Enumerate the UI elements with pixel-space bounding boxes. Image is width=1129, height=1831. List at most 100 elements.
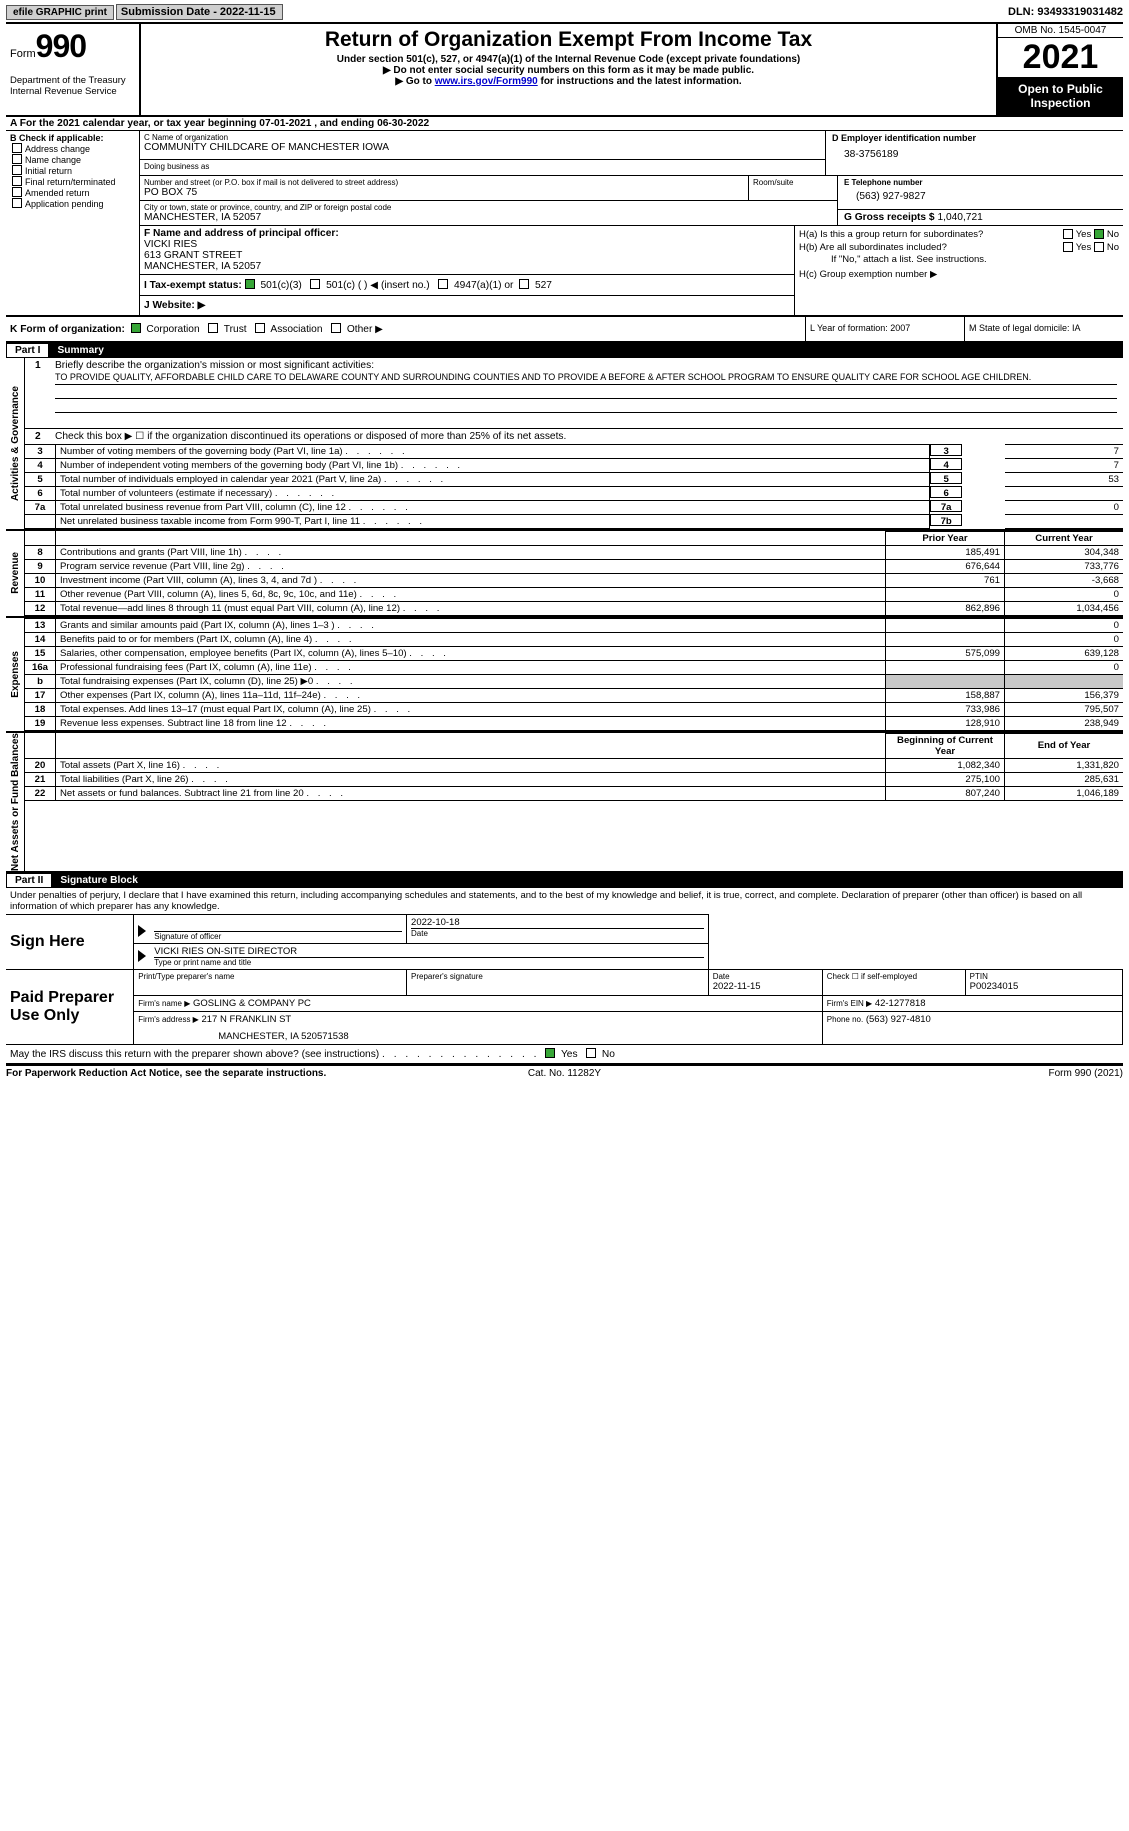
- row-a-tax-year: A For the 2021 calendar year, or tax yea…: [6, 117, 1123, 131]
- ha-no[interactable]: [1094, 229, 1104, 239]
- form-word: Form: [10, 48, 36, 60]
- org-name: COMMUNITY CHILDCARE OF MANCHESTER IOWA: [144, 142, 821, 153]
- dln-label: DLN: 93493319031482: [1008, 6, 1123, 18]
- irs-link[interactable]: www.irs.gov/Form990: [435, 76, 538, 87]
- side-expenses: Expenses: [6, 618, 25, 731]
- sign-here-label: Sign Here: [6, 914, 134, 969]
- chk-527[interactable]: [519, 279, 529, 289]
- k-row: K Form of organization: Corporation Trus…: [6, 317, 1123, 343]
- ha-yes[interactable]: [1063, 229, 1073, 239]
- k-label: K Form of organization:: [10, 324, 125, 335]
- k-trust: Trust: [224, 324, 247, 335]
- firm-addr2: MANCHESTER, IA 520571538: [138, 1025, 818, 1042]
- firm-phone-label: Phone no.: [827, 1015, 863, 1024]
- table-netassets: Beginning of Current YearEnd of Year20To…: [25, 733, 1123, 801]
- k-assoc: Association: [270, 324, 322, 335]
- chk-final[interactable]: [12, 176, 22, 186]
- opt-amended: Amended return: [25, 188, 90, 198]
- form-title: Return of Organization Exempt From Incom…: [147, 28, 990, 52]
- sig-date-value: 2022-10-18: [411, 917, 704, 928]
- may-yes-lab: Yes: [561, 1049, 578, 1060]
- dba-label: Doing business as: [140, 159, 825, 173]
- d-label: D Employer identification number: [832, 133, 1117, 143]
- f-label: F Name and address of principal officer:: [144, 228, 790, 239]
- hb-yes[interactable]: [1063, 242, 1073, 252]
- may-irs-yes[interactable]: [545, 1048, 555, 1058]
- part1-title: Summary: [57, 344, 103, 357]
- footer-right: Form 990 (2021): [751, 1068, 1123, 1079]
- street-value: PO BOX 75: [144, 187, 744, 198]
- tel-value: (563) 927-9827: [844, 187, 1117, 202]
- ptin-value: P00234015: [970, 981, 1118, 992]
- chk-name-change[interactable]: [12, 154, 22, 164]
- chk-501c[interactable]: [310, 279, 320, 289]
- line2-text: Check this box ▶ ☐ if the organization d…: [55, 431, 566, 442]
- arrow-icon-2: [138, 950, 146, 962]
- part2-num: Part II: [6, 873, 52, 888]
- submission-date-button[interactable]: Submission Date - 2022-11-15: [116, 4, 283, 20]
- chk-corp[interactable]: [131, 323, 141, 333]
- prep-date-label: Date: [713, 972, 818, 981]
- part1-num: Part I: [6, 343, 49, 358]
- opt-name: Name change: [25, 155, 81, 165]
- room-label: Room/suite: [748, 176, 837, 200]
- e-label: E Telephone number: [844, 178, 1117, 187]
- form-header: Form990 Department of the Treasury Inter…: [6, 24, 1123, 117]
- irs-label: Internal Revenue Service: [10, 86, 135, 97]
- hb-yes-lab: Yes: [1076, 242, 1092, 253]
- b-label: B Check if applicable:: [10, 133, 135, 143]
- goto-prefix: ▶ Go to: [395, 76, 434, 87]
- side-revenue: Revenue: [6, 531, 25, 616]
- footer-left: For Paperwork Reduction Act Notice, see …: [6, 1068, 378, 1079]
- chk-app-pending[interactable]: [12, 198, 22, 208]
- chk-other[interactable]: [331, 323, 341, 333]
- open-inspection: Open to Public Inspection: [998, 78, 1123, 115]
- subtitle-1: Under section 501(c), 527, or 4947(a)(1)…: [147, 54, 990, 65]
- i-block: I Tax-exempt status: 501(c)(3) 501(c) ( …: [140, 275, 794, 296]
- efile-button[interactable]: efile GRAPHIC print: [6, 5, 114, 20]
- k-other: Other ▶: [347, 324, 383, 335]
- hb-no[interactable]: [1094, 242, 1104, 252]
- chk-address-change[interactable]: [12, 143, 22, 153]
- paid-preparer-label: Paid Preparer Use Only: [6, 969, 134, 1044]
- part2-title: Signature Block: [60, 874, 138, 887]
- chk-amended[interactable]: [12, 187, 22, 197]
- chk-assoc[interactable]: [255, 323, 265, 333]
- mission-text: TO PROVIDE QUALITY, AFFORDABLE CHILD CAR…: [55, 371, 1117, 385]
- m-state: M State of legal domicile: IA: [964, 317, 1123, 341]
- hb-no-lab: No: [1107, 242, 1119, 253]
- form-number: 990: [36, 28, 86, 64]
- tax-year: 2021: [998, 38, 1123, 78]
- hb-label: H(b) Are all subordinates included?: [799, 242, 1063, 253]
- chk-4947[interactable]: [438, 279, 448, 289]
- chk-501c3[interactable]: [245, 279, 255, 289]
- typed-name: VICKI RIES ON-SITE DIRECTOR: [154, 946, 703, 957]
- i-501c3: 501(c)(3): [260, 280, 301, 291]
- prep-sig-label: Preparer's signature: [411, 972, 704, 981]
- section-b: B Check if applicable: Address change Na…: [6, 131, 140, 315]
- i-501c: 501(c) ( ) ◀ (insert no.): [326, 280, 430, 291]
- omb-label: OMB No. 1545-0047: [998, 24, 1123, 38]
- subtitle-2: ▶ Do not enter social security numbers o…: [147, 65, 990, 76]
- city-label: City or town, state or province, country…: [144, 203, 833, 212]
- footer-center: Cat. No. 11282Y: [378, 1068, 750, 1079]
- ein-value: 38-3756189: [832, 143, 1117, 160]
- chk-trust[interactable]: [208, 323, 218, 333]
- goto-suffix: for instructions and the latest informat…: [538, 76, 742, 87]
- firm-addr-label: Firm's address ▶: [138, 1015, 199, 1024]
- prep-date-value: 2022-11-15: [713, 981, 818, 992]
- dots: . . . . . . . . . . . . . .: [382, 1049, 545, 1060]
- may-irs-no[interactable]: [586, 1048, 596, 1058]
- arrow-icon: [138, 925, 146, 937]
- firm-name-label: Firm's name ▶: [138, 999, 190, 1008]
- table-governance: 3Number of voting members of the governi…: [25, 444, 1123, 529]
- signature-table: Sign Here Signature of officer 2022-10-1…: [6, 914, 1123, 1045]
- table-revenue: Prior YearCurrent Year8Contributions and…: [25, 531, 1123, 616]
- firm-ein-value: 42-1277818: [875, 998, 926, 1009]
- i-label: I Tax-exempt status:: [144, 280, 242, 291]
- firm-ein-label: Firm's EIN ▶: [827, 999, 872, 1008]
- c-name-label: C Name of organization: [144, 133, 821, 142]
- chk-initial[interactable]: [12, 165, 22, 175]
- sig-date-label: Date: [411, 928, 704, 938]
- k-corp: Corporation: [146, 324, 199, 335]
